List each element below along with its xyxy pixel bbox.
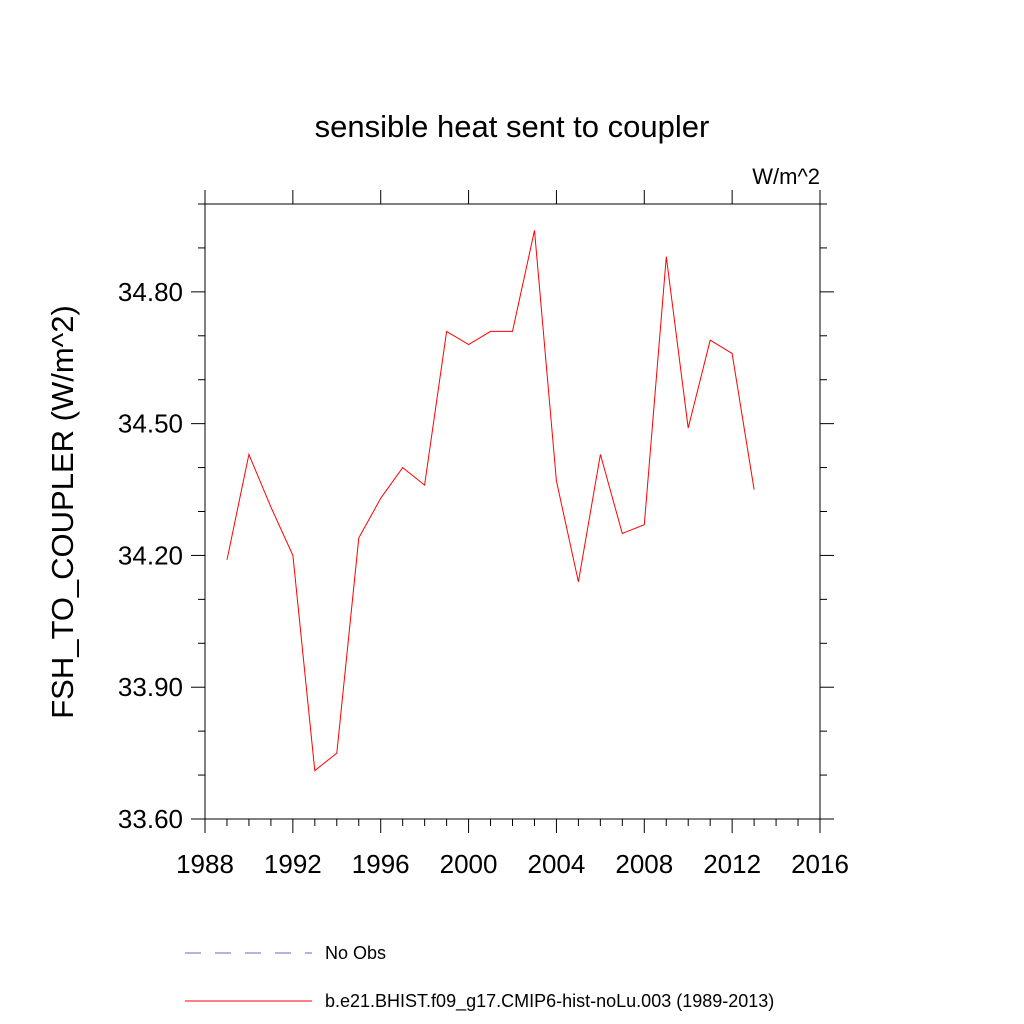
- legend-label-model: b.e21.BHIST.f09_g17.CMIP6-hist-noLu.003 …: [325, 991, 774, 1012]
- x-tick-label: 2008: [615, 849, 673, 879]
- y-tick-label: 33.60: [118, 804, 183, 834]
- series-line: [226, 230, 755, 772]
- chart-title: sensible heat sent to coupler: [315, 109, 710, 144]
- y-axis-ticks: [191, 203, 834, 820]
- y-axis-tick-labels: 33.60 33.90 34.20 34.50 34.80: [118, 277, 183, 834]
- legend-label-no-obs: No Obs: [325, 943, 386, 963]
- x-tick-label: 1996: [352, 849, 410, 879]
- x-tick-label: 1988: [176, 849, 234, 879]
- y-tick-label: 34.80: [118, 277, 183, 307]
- y-tick-label: 34.50: [118, 409, 183, 439]
- x-tick-label: 1992: [264, 849, 322, 879]
- x-tick-label: 2012: [703, 849, 761, 879]
- units-label: W/m^2: [752, 164, 820, 189]
- y-tick-label: 34.20: [118, 540, 183, 570]
- x-tick-label: 2000: [440, 849, 498, 879]
- series-layer: [226, 230, 755, 772]
- y-axis-label: FSH_TO_COUPLER (W/m^2): [45, 305, 80, 719]
- legend: No Obs b.e21.BHIST.f09_g17.CMIP6-hist-no…: [185, 943, 774, 1012]
- x-tick-label: 2016: [791, 849, 849, 879]
- plot-frame: [204, 203, 821, 820]
- x-axis-tick-labels: 1988 1992 1996 2000 2004 2008 2012 2016: [176, 849, 849, 879]
- x-axis-ticks: [204, 190, 821, 833]
- x-tick-label: 2004: [528, 849, 586, 879]
- y-tick-label: 33.90: [118, 672, 183, 702]
